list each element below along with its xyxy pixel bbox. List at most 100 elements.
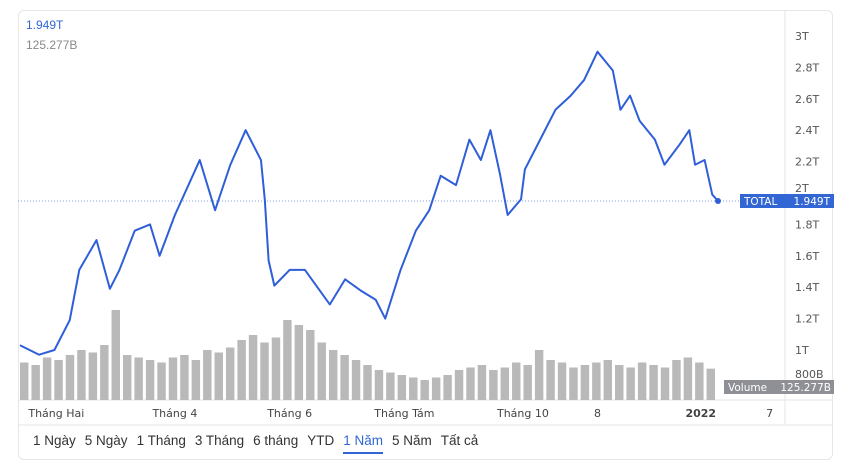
y-tick-label: 1.2T bbox=[795, 313, 819, 326]
volume-badge bbox=[724, 380, 834, 394]
volume-bar bbox=[191, 360, 201, 400]
y-tick-label: 800B bbox=[795, 368, 824, 381]
volume-bar bbox=[363, 365, 372, 400]
volume-bar bbox=[317, 342, 326, 400]
volume-bar bbox=[157, 362, 166, 400]
volume-bar bbox=[122, 355, 132, 400]
volume-bar bbox=[660, 367, 670, 400]
volume-bar bbox=[340, 355, 349, 400]
volume-bar bbox=[409, 377, 418, 400]
range-tab-6-tháng[interactable]: 6 tháng bbox=[253, 433, 299, 448]
volume-bar bbox=[180, 355, 189, 400]
volume-bar bbox=[248, 335, 258, 400]
volume-bar bbox=[626, 367, 635, 400]
volume-bar bbox=[500, 367, 510, 400]
y-tick-label: 1.8T bbox=[795, 218, 819, 231]
last-price-dot bbox=[715, 198, 721, 205]
volume-bar bbox=[706, 368, 715, 400]
volume-bar bbox=[134, 357, 143, 400]
volume-bar bbox=[306, 330, 315, 400]
volume-bar bbox=[443, 375, 452, 400]
volume-bar bbox=[637, 362, 647, 400]
volume-bar bbox=[351, 360, 361, 400]
current-price: 1.949T bbox=[26, 18, 64, 32]
range-tab-3-tháng[interactable]: 3 Tháng bbox=[194, 433, 245, 448]
volume-bar bbox=[557, 362, 567, 400]
chart-card bbox=[18, 10, 833, 460]
x-tick-label: 8 bbox=[594, 407, 601, 420]
volume-bar bbox=[386, 372, 395, 400]
total-badge bbox=[740, 194, 834, 209]
volume-bar bbox=[603, 360, 613, 400]
volume-bar bbox=[145, 360, 155, 400]
range-tab-5-năm[interactable]: 5 Năm bbox=[391, 433, 432, 448]
volume-bar bbox=[672, 360, 681, 400]
x-tick-label: 2022 bbox=[685, 407, 716, 420]
volume-bar bbox=[477, 365, 487, 400]
volume-bar bbox=[569, 367, 578, 400]
volume-bar bbox=[374, 370, 384, 400]
volume-bar bbox=[20, 362, 29, 400]
volume-bar bbox=[615, 365, 624, 400]
volume-bar bbox=[397, 375, 407, 400]
volume-bar bbox=[271, 337, 281, 400]
y-tick-label: 2.8T bbox=[795, 61, 819, 74]
volume-bar bbox=[88, 352, 98, 400]
volume-bar bbox=[214, 352, 223, 400]
range-tab-1-ngày[interactable]: 1 Ngày bbox=[33, 433, 76, 448]
volume-bar bbox=[260, 342, 269, 400]
volume-bar bbox=[534, 350, 544, 400]
x-tick-label: Tháng 6 bbox=[266, 407, 312, 420]
x-tick-label: Tháng 4 bbox=[151, 407, 197, 420]
volume-bar bbox=[489, 370, 498, 400]
volume-bar bbox=[168, 357, 178, 400]
volume-bar bbox=[695, 362, 704, 400]
y-tick-label: 2T bbox=[795, 182, 809, 195]
volume-badge-value: 125.277B bbox=[780, 382, 831, 394]
price-line bbox=[19, 50, 719, 356]
volume-bar bbox=[54, 360, 63, 400]
volume-bar bbox=[546, 360, 555, 400]
volume-bar bbox=[328, 350, 338, 400]
current-volume: 125.277B bbox=[26, 38, 78, 52]
range-tab-1-năm[interactable]: 1 Năm bbox=[343, 433, 383, 454]
volume-bar bbox=[466, 367, 475, 400]
volume-bar bbox=[237, 340, 246, 400]
volume-bar bbox=[111, 310, 120, 400]
x-tick-label: 7 bbox=[766, 407, 773, 420]
volume-bar bbox=[512, 362, 521, 400]
range-tab-1-tháng[interactable]: 1 Tháng bbox=[136, 433, 186, 448]
volume-bar bbox=[683, 357, 693, 400]
volume-bar bbox=[523, 365, 532, 400]
volume-bar bbox=[580, 365, 590, 400]
volume-bar bbox=[592, 362, 601, 400]
range-tab-tất-cả[interactable]: Tất cả bbox=[440, 433, 479, 448]
y-tick-label: 1T bbox=[795, 344, 809, 357]
x-tick-label: Tháng Hai bbox=[27, 407, 84, 420]
x-tick-label: Tháng Tám bbox=[373, 407, 434, 420]
volume-bar bbox=[420, 380, 429, 400]
y-tick-label: 2.4T bbox=[795, 124, 819, 137]
volume-bar bbox=[225, 347, 235, 400]
y-tick-label: 1.6T bbox=[795, 250, 819, 263]
range-tab-5-ngày[interactable]: 5 Ngày bbox=[84, 433, 128, 448]
volume-bar bbox=[649, 365, 658, 400]
volume-bar bbox=[454, 370, 464, 400]
y-tick-label: 3T bbox=[795, 30, 809, 43]
volume-bar bbox=[100, 345, 109, 400]
y-tick-label: 2.6T bbox=[795, 93, 819, 106]
volume-bar bbox=[31, 365, 40, 400]
volume-badge-label: Volume bbox=[728, 382, 767, 394]
volume-bar bbox=[42, 357, 52, 400]
volume-bar bbox=[283, 320, 292, 400]
range-tab-ytd[interactable]: YTD bbox=[307, 433, 335, 448]
y-tick-label: 2.2T bbox=[795, 156, 819, 169]
volume-bar bbox=[294, 325, 304, 400]
total-badge-label: TOTAL bbox=[743, 196, 777, 208]
volume-bar bbox=[431, 377, 441, 400]
total-badge-value: 1.949T bbox=[794, 196, 831, 208]
volume-bar bbox=[77, 350, 86, 400]
x-tick-label: Tháng 10 bbox=[496, 407, 549, 420]
